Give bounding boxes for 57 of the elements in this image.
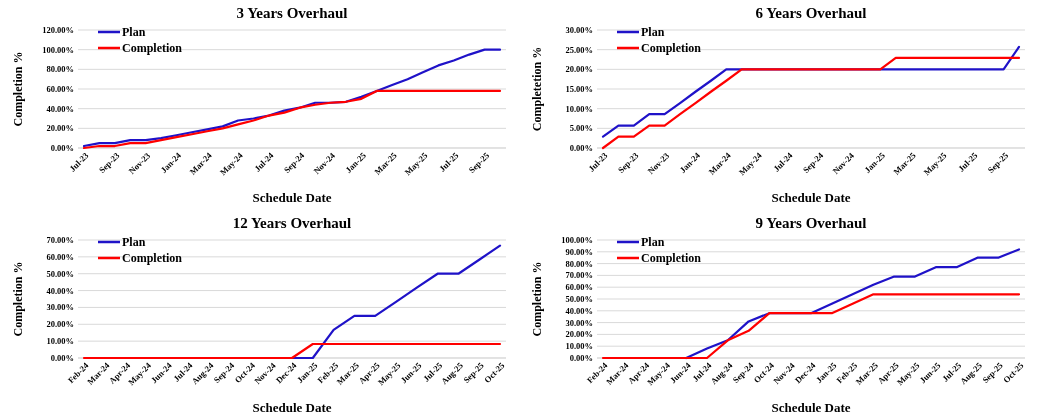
chart-title: 9 Years Overhaul: [755, 215, 867, 231]
legend-label: Plan: [641, 25, 665, 40]
legend-label: Plan: [641, 235, 665, 250]
y-tick-label: 10.00%: [565, 103, 593, 114]
y-tick-label: 20.00%: [46, 319, 74, 330]
legend-label: Completion: [122, 41, 183, 56]
line-series: [601, 293, 1021, 360]
y-axis-title: Completion %: [11, 261, 25, 337]
y-tick-label: 60.00%: [46, 83, 74, 94]
x-axis-title: Schedule Date: [771, 190, 851, 205]
y-tick-label: 20.00%: [565, 329, 593, 340]
y-tick-label: 100.00%: [561, 234, 593, 245]
y-tick-label: 50.00%: [565, 293, 593, 304]
y-tick-label: 20.00%: [46, 123, 74, 134]
y-axis-title: Completion %: [11, 51, 25, 127]
y-tick-label: 20.00%: [565, 64, 593, 75]
y-tick-label: 30.00%: [565, 24, 593, 35]
y-tick-label: 0.00%: [50, 352, 74, 363]
x-axis-title: Schedule Date: [252, 190, 332, 205]
legend-label: Completion: [122, 251, 183, 266]
chart-title: 12 Years Overhaul: [232, 215, 352, 231]
chart-title: 6 Years Overhaul: [755, 5, 867, 21]
y-tick-label: 40.00%: [46, 103, 74, 114]
y-tick-label: 60.00%: [46, 251, 74, 262]
y-tick-label: 40.00%: [46, 285, 74, 296]
y-tick-label: 30.00%: [565, 317, 593, 328]
x-axis-title: Schedule Date: [252, 400, 332, 415]
y-tick-label: 90.00%: [565, 246, 593, 257]
y-axis-title: Completetion %: [530, 46, 544, 132]
y-tick-label: 0.00%: [50, 142, 74, 153]
y-tick-label: 60.00%: [565, 282, 593, 293]
legend-label: Plan: [122, 25, 146, 40]
y-tick-label: 10.00%: [46, 336, 74, 347]
legend-label: Completion: [641, 41, 702, 56]
y-tick-label: 0.00%: [569, 352, 593, 363]
y-tick-label: 70.00%: [46, 234, 74, 245]
y-tick-label: 15.00%: [565, 83, 593, 94]
y-tick-label: 120.00%: [42, 24, 74, 35]
y-tick-label: 30.00%: [46, 302, 74, 313]
x-axis-title: Schedule Date: [771, 400, 851, 415]
y-tick-label: 25.00%: [565, 44, 593, 55]
y-tick-label: 100.00%: [42, 44, 74, 55]
line-series: [290, 244, 502, 360]
y-tick-label: 0.00%: [569, 142, 593, 153]
y-tick-label: 40.00%: [565, 305, 593, 316]
y-tick-label: 80.00%: [565, 258, 593, 269]
line-series: [601, 56, 1021, 150]
y-tick-label: 10.00%: [565, 341, 593, 352]
y-tick-label: 80.00%: [46, 64, 74, 75]
legend-label: Plan: [122, 235, 146, 250]
y-axis-title: Completion %: [530, 261, 544, 337]
line-series: [82, 89, 502, 150]
y-tick-label: 5.00%: [569, 123, 593, 134]
legend-label: Completion: [641, 251, 702, 266]
y-tick-label: 70.00%: [565, 270, 593, 281]
y-tick-label: 50.00%: [46, 268, 74, 279]
chart-title: 3 Years Overhaul: [236, 5, 348, 21]
